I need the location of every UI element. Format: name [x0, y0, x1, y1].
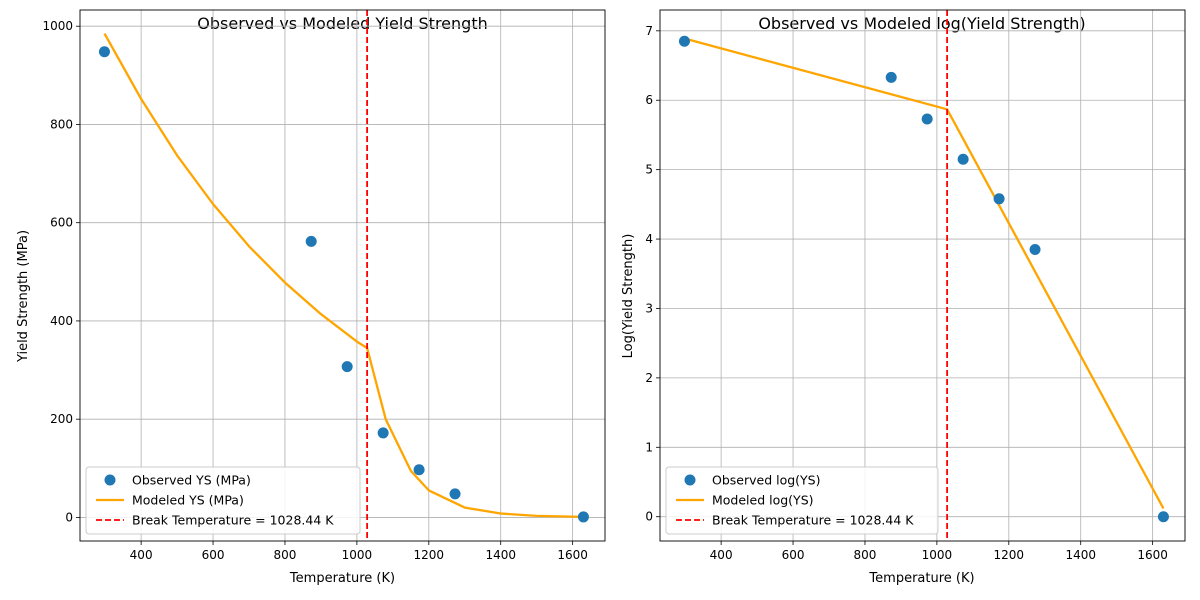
modeled-line	[103, 33, 584, 519]
x-tick-label: 1400	[485, 548, 516, 562]
observed-point	[921, 113, 933, 125]
legend-label: Modeled YS (MPa)	[132, 493, 244, 508]
legend: Observed YS (MPa) Modeled YS (MPa) Break T…	[85, 466, 361, 535]
x-tick-label: 800	[854, 548, 877, 562]
x-axis-label: Temperature (K)	[868, 571, 974, 586]
y-tick-label: 0	[645, 510, 653, 524]
y-tick-label: 2	[645, 371, 653, 385]
y-tick-label: 800	[50, 117, 73, 131]
series	[678, 10, 1169, 541]
legend-marker-observed	[684, 474, 696, 486]
y-tick-label: 5	[645, 163, 653, 177]
observed-point	[1157, 511, 1169, 523]
y-axis-label: Yield Strength (MPa)	[16, 230, 31, 363]
x-tick-label: 400	[130, 548, 153, 562]
observed-point	[957, 153, 969, 165]
observed-point	[577, 511, 589, 523]
x-tick-label: 1200	[994, 548, 1025, 562]
x-tick-label: 1600	[557, 548, 588, 562]
observed-point	[1029, 243, 1041, 255]
legend-marker-observed	[104, 474, 116, 486]
y-tick-label: 7	[645, 24, 653, 38]
x-axis-label: Temperature (K)	[289, 571, 395, 586]
plot-frame	[79, 9, 606, 542]
legend-label: Modeled log(YS)	[712, 493, 814, 508]
y-tick-label: 600	[50, 216, 73, 230]
chart-yield-strength: Observed vs Modeled Yield Strength Tempe…	[16, 9, 606, 586]
legend: Observed log(YS) Modeled log(YS) Break Tem…	[665, 466, 939, 535]
legend-label: Break Temperature = 1028.44 K	[712, 513, 914, 528]
ticks: 400 600 800 1000 1200 1400 1600 0 200 400 600 800 10…	[42, 19, 587, 562]
legend-label: Observed YS (MPa)	[132, 473, 251, 488]
x-tick-label: 600	[782, 548, 805, 562]
legend-label: Break Temperature = 1028.44 K	[132, 513, 334, 528]
observed-point	[305, 235, 317, 247]
chart-title: Observed vs Modeled Yield Strength	[197, 14, 487, 33]
observed-point	[98, 46, 110, 58]
y-tick-label: 0	[65, 510, 73, 524]
grid	[80, 10, 605, 541]
y-tick-label: 1	[645, 440, 653, 454]
x-tick-label: 1200	[414, 548, 445, 562]
x-tick-label: 1000	[922, 548, 953, 562]
chart-log-yield-strength: Observed vs Modeled log(Yield Strength) …	[621, 9, 1186, 586]
x-tick-label: 400	[710, 548, 733, 562]
series	[98, 10, 589, 541]
observed-point	[413, 464, 425, 476]
grid	[660, 10, 1185, 541]
plot-frame	[659, 9, 1186, 542]
x-tick-label: 1400	[1065, 548, 1096, 562]
legend-box	[665, 466, 939, 535]
observed-point	[885, 71, 897, 83]
y-tick-label: 400	[50, 314, 73, 328]
observed-point	[993, 193, 1005, 205]
y-tick-label: 200	[50, 412, 73, 426]
y-axis-label: Log(Yield Strength)	[621, 234, 636, 359]
observed-point	[341, 361, 353, 373]
chart-title: Observed vs Modeled log(Yield Strength)	[758, 14, 1085, 33]
ticks: 400 600 800 1000 1200 1400 1600 0 1 2 3 4 5 6 7	[645, 24, 1168, 562]
legend-label: Observed log(YS)	[712, 473, 821, 488]
x-tick-label: 1600	[1137, 548, 1168, 562]
observed-point	[449, 488, 461, 500]
observed-point	[678, 35, 690, 47]
observed-point	[377, 427, 389, 439]
x-tick-label: 1000	[342, 548, 373, 562]
y-tick-label: 1000	[42, 19, 73, 33]
y-tick-label: 6	[645, 93, 653, 107]
legend-box	[85, 466, 361, 535]
y-tick-label: 3	[645, 301, 653, 315]
x-tick-label: 800	[274, 548, 297, 562]
x-tick-label: 600	[202, 548, 225, 562]
y-tick-label: 4	[645, 232, 653, 246]
